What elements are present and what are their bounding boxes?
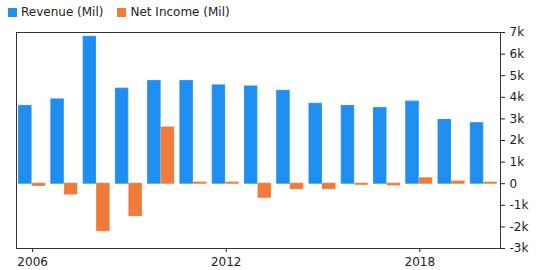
- svg-text:7k: 7k: [510, 25, 525, 39]
- svg-text:-1k: -1k: [510, 198, 529, 212]
- html-text:Net Income (Mil): Net Income (Mil): [130, 5, 230, 19]
- svg-text:1k: 1k: [510, 155, 525, 169]
- svg-text:4k: 4k: [510, 90, 525, 104]
- svg-text:-2k: -2k: [510, 220, 529, 234]
- svg-text:5k: 5k: [510, 69, 525, 83]
- svg-text:2k: 2k: [510, 133, 525, 147]
- svg-text:0: 0: [510, 177, 518, 191]
- svg-text:-3k: -3k: [510, 241, 529, 255]
- svg-text:2018: 2018: [405, 255, 436, 269]
- svg-text:3k: 3k: [510, 112, 525, 126]
- svg-text:2012: 2012: [211, 255, 242, 269]
- svg-text:6k: 6k: [510, 47, 525, 61]
- html-text:Revenue (Mil): Revenue (Mil): [21, 5, 104, 19]
- svg-text:2006: 2006: [17, 255, 48, 269]
